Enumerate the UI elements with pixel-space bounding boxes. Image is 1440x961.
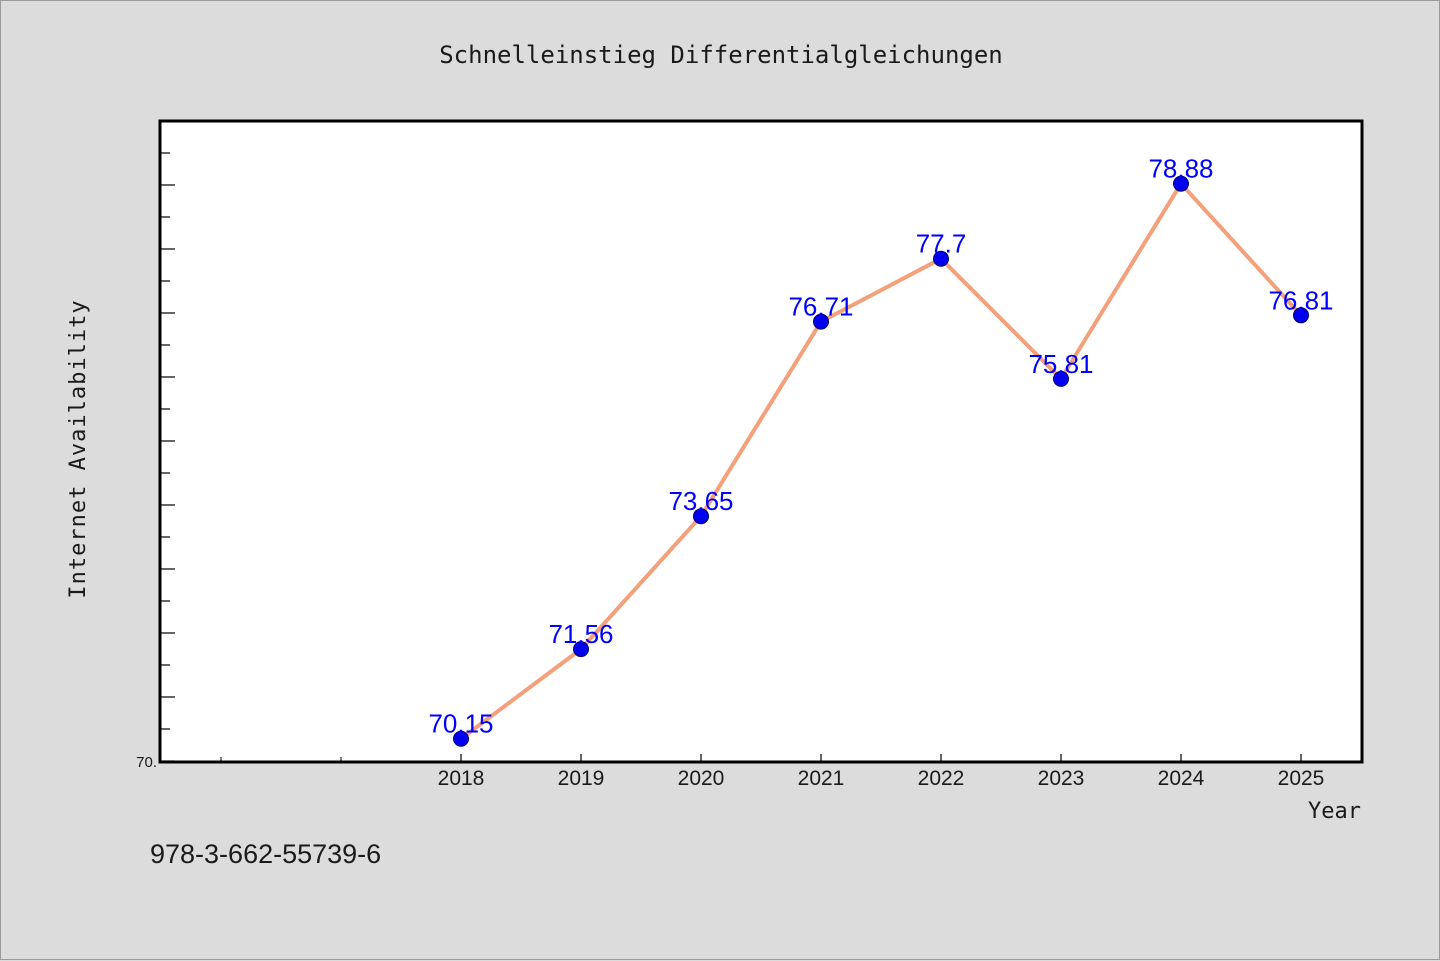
data-label: 75.81 bbox=[1028, 349, 1093, 379]
data-label: 76.81 bbox=[1268, 285, 1333, 315]
x-tick-label: 2022 bbox=[918, 767, 965, 790]
y-axis-ticks: 70. bbox=[136, 152, 175, 771]
x-tick-label: 2021 bbox=[798, 767, 845, 790]
y-axis-title: Internet Availability bbox=[66, 299, 91, 598]
data-point-marker bbox=[813, 313, 829, 330]
data-point-marker bbox=[1053, 370, 1069, 387]
data-point-marker bbox=[1293, 307, 1309, 324]
data-label: 73.65 bbox=[668, 486, 733, 516]
x-axis-title: Year bbox=[1308, 799, 1361, 824]
x-tick-label: 2019 bbox=[558, 767, 605, 790]
data-point-marker bbox=[1173, 175, 1189, 192]
plot-area bbox=[158, 119, 1364, 764]
data-label: 78.88 bbox=[1148, 154, 1213, 184]
data-point-marker bbox=[573, 641, 589, 658]
data-label: 70.15 bbox=[428, 709, 493, 739]
data-series: 70.15 71.56 73.65 76.71 77.7 75.81 78.88 76.81 bbox=[428, 154, 1334, 747]
data-label: 77.7 bbox=[916, 229, 967, 259]
data-point-marker bbox=[453, 730, 469, 747]
series-line bbox=[459, 181, 1303, 741]
x-tick-label: 2018 bbox=[438, 767, 485, 790]
data-label: 76.71 bbox=[788, 292, 853, 322]
data-point-marker bbox=[933, 250, 949, 267]
x-axis-ticks: 2018 2019 2020 2021 2022 2023 2024 2025 bbox=[220, 754, 1325, 790]
chart-title: Schnelleinstieg Differentialgleichungen bbox=[439, 41, 1003, 69]
data-label: 71.56 bbox=[548, 619, 613, 649]
data-point-marker bbox=[693, 508, 709, 525]
x-tick-label: 2020 bbox=[678, 767, 725, 790]
isbn-footer: 978-3-662-55739-6 bbox=[150, 839, 381, 869]
x-tick-label: 2024 bbox=[1158, 767, 1205, 790]
x-tick-label: 2025 bbox=[1278, 767, 1325, 790]
y-tick-label: 70. bbox=[136, 754, 157, 771]
x-tick-label: 2023 bbox=[1038, 767, 1085, 790]
